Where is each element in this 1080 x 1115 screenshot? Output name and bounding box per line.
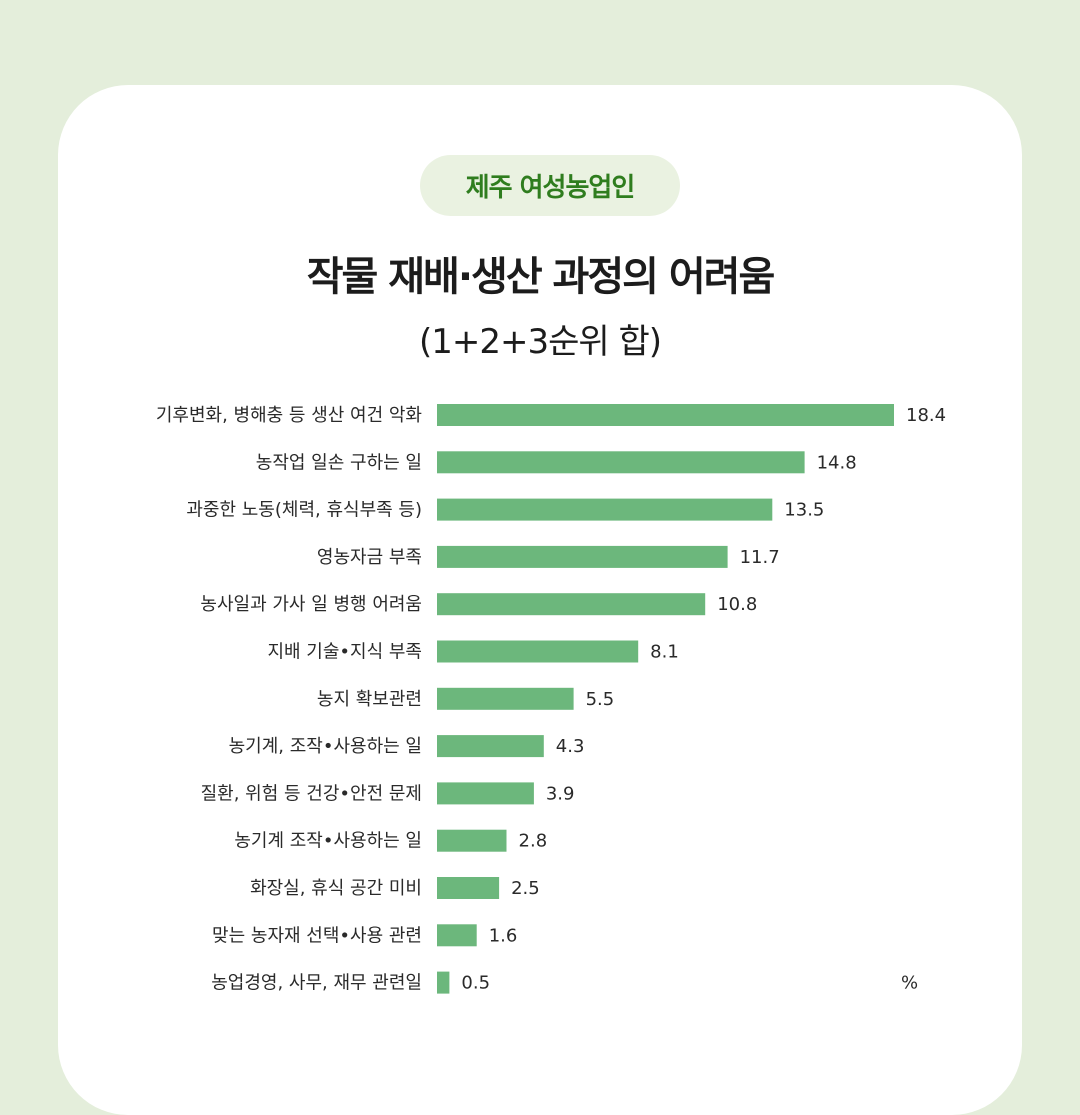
category-label: 농기계, 조작•사용하는 일 bbox=[229, 736, 422, 757]
value-label: 1.6 bbox=[489, 925, 518, 946]
value-label: 0.5 bbox=[461, 973, 490, 994]
chart-subtitle: (1+2+3순위 합) bbox=[418, 322, 662, 362]
bar bbox=[437, 593, 706, 616]
value-label: 14.8 bbox=[817, 452, 857, 473]
value-label: 2.5 bbox=[511, 878, 540, 899]
value-label: 11.7 bbox=[740, 547, 780, 568]
category-badge: 제주 여성농업인 bbox=[420, 155, 680, 216]
value-label: 5.5 bbox=[586, 689, 615, 710]
unit-label: % bbox=[901, 973, 918, 994]
bar bbox=[437, 404, 894, 426]
category-label: 농사일과 가사 일 병행 어려움 bbox=[200, 594, 422, 615]
value-label: 10.8 bbox=[717, 594, 757, 615]
bar bbox=[437, 687, 574, 710]
category-label: 지배 기술•지식 부족 bbox=[267, 642, 422, 663]
bar bbox=[437, 498, 773, 521]
category-label: 농기계 조작•사용하는 일 bbox=[234, 831, 422, 852]
category-label: 과중한 노동(체력, 휴식부족 등) bbox=[186, 500, 422, 521]
category-label: 기후변화, 병해충 등 생산 여건 악화 bbox=[156, 405, 422, 426]
chart-title: 작물 재배·생산 과정의 어려움 bbox=[306, 254, 776, 300]
value-label: 2.8 bbox=[519, 831, 548, 852]
bar bbox=[437, 782, 534, 805]
category-label: 농지 확보관련 bbox=[317, 689, 422, 710]
value-label: 4.3 bbox=[556, 736, 585, 757]
bar bbox=[437, 545, 728, 568]
bar-chart: 기후변화, 병해충 등 생산 여건 악화 18.4 농작업 일손 구하는 일 14.8… bbox=[156, 404, 946, 994]
bar bbox=[437, 971, 450, 994]
value-label: 18.4 bbox=[906, 405, 946, 426]
value-label: 13.5 bbox=[784, 500, 824, 521]
value-label: 8.1 bbox=[650, 642, 679, 663]
category-label: 질환, 위험 등 건강•안전 문제 bbox=[201, 783, 422, 804]
category-label: 농작업 일손 구하는 일 bbox=[256, 452, 422, 473]
bar bbox=[437, 640, 639, 663]
category-label: 농업경영, 사무, 재무 관련일 bbox=[211, 973, 422, 994]
bar bbox=[437, 451, 805, 474]
category-label: 영농자금 부족 bbox=[317, 547, 422, 568]
bar bbox=[437, 829, 507, 852]
category-label: 맞는 농자재 선택•사용 관련 bbox=[212, 925, 422, 946]
category-label: 화장실, 휴식 공간 미비 bbox=[250, 878, 422, 899]
bar bbox=[437, 735, 544, 758]
bar bbox=[437, 924, 477, 947]
value-label: 3.9 bbox=[546, 783, 575, 804]
bar bbox=[437, 877, 500, 899]
